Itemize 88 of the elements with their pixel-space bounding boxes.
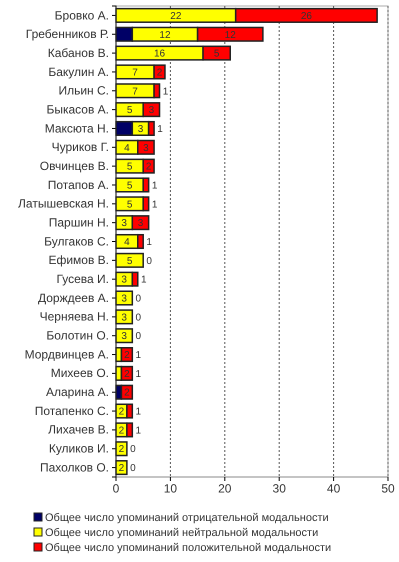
data-label: 2 (146, 162, 152, 173)
data-label: 2 (118, 406, 125, 418)
y-tick-label: Потапенко С. (34, 404, 109, 418)
y-tick-label: Черняева Н. (40, 310, 109, 324)
y-tick-label: Быкасов А. (46, 102, 109, 116)
y-tick-label: Болотин О. (46, 328, 109, 343)
data-label: 1 (162, 86, 169, 98)
y-tick-label: Ильин С. (58, 84, 109, 98)
data-label: 3 (121, 331, 128, 342)
data-label: 5 (126, 199, 133, 210)
y-tick-label: Пахолков О. (40, 460, 109, 474)
bar (115, 328, 134, 344)
data-label: 3 (138, 218, 144, 230)
legend-label: Общее число упоминаний нейтральной модальности (45, 526, 318, 539)
y-tick-label: Ефимов В. (48, 253, 109, 268)
x-tick-label: 0 (112, 482, 120, 496)
data-label: 2 (118, 425, 125, 436)
y-tick-label: Михеев О. (50, 366, 109, 380)
data-label: 1 (157, 124, 164, 135)
data-label: 5 (214, 48, 220, 60)
y-tick-label: Бакулин А. (48, 64, 109, 79)
y-tick-label: Чуриков Г. (52, 140, 109, 154)
data-label: 1 (152, 199, 158, 210)
y-tick-label: Бровко А. (54, 8, 109, 22)
data-label: 4 (124, 142, 130, 154)
y-tick-label: Мордвинцев А. (24, 347, 109, 362)
x-tick-label: 30 (272, 482, 286, 496)
data-label: 5 (126, 105, 133, 116)
y-tick-label: Кабанов В. (48, 46, 109, 60)
data-label: 0 (146, 256, 152, 267)
legend-label: Общее число упоминаний отрицательной модальности (45, 512, 329, 524)
y-tick-label: Дорждеев А. (38, 290, 109, 305)
y-tick-label: Латышевская Н. (18, 196, 109, 211)
data-label: 5 (126, 162, 133, 173)
data-label: 12 (159, 30, 171, 41)
x-tick-label: 50 (381, 482, 395, 496)
data-label: 5 (126, 180, 133, 192)
y-tick-label: Овчинцев В. (40, 158, 109, 173)
x-tick-label: 10 (164, 482, 178, 496)
data-label: 1 (136, 368, 142, 380)
bar (115, 290, 134, 306)
data-label: 3 (138, 124, 144, 135)
data-label: 2 (124, 350, 130, 362)
data-label: 0 (130, 463, 136, 474)
x-tick-label: 20 (218, 482, 232, 496)
legend-label: Общее число упоминаний положительной модальности (45, 542, 332, 554)
y-tick-label: Аларина А. (46, 385, 109, 400)
data-label: 0 (136, 331, 142, 342)
data-label: 2 (118, 463, 125, 474)
bar (115, 252, 144, 268)
data-label: 7 (132, 67, 138, 78)
data-label: 3 (143, 142, 150, 154)
data-label: 2 (124, 368, 130, 380)
y-tick-label: Булгаков С. (44, 234, 109, 248)
data-label: 1 (136, 425, 142, 436)
data-label: 0 (130, 444, 136, 456)
data-label: 4 (124, 237, 130, 248)
data-label: 12 (224, 30, 236, 41)
bar (115, 309, 134, 324)
data-label: 7 (132, 86, 138, 98)
data-label: 26 (300, 10, 312, 22)
data-label: 3 (121, 274, 128, 286)
data-label: 3 (121, 218, 128, 230)
x-tick-label: 40 (326, 482, 341, 496)
bar (115, 441, 128, 456)
y-tick-label: Лихачев В. (48, 422, 109, 437)
y-tick-label: Паршин Н. (48, 216, 109, 230)
data-label: 1 (140, 274, 147, 286)
data-label: 0 (136, 312, 142, 324)
y-tick-label: Потапов А. (48, 178, 109, 192)
data-label: 22 (170, 10, 182, 22)
data-label: 0 (136, 294, 142, 305)
data-label: 2 (124, 388, 130, 399)
y-tick-label: Гребенников Р. (26, 27, 109, 42)
data-label: 2 (118, 444, 125, 456)
y-tick-label: Гусева И. (56, 272, 109, 286)
data-label: 5 (126, 256, 133, 267)
data-label: 1 (152, 180, 158, 192)
data-label: 1 (136, 406, 142, 418)
data-label: 3 (121, 294, 128, 305)
data-label: 1 (136, 350, 142, 362)
data-label: 3 (121, 312, 128, 324)
data-label: 2 (156, 67, 163, 78)
data-label: 3 (148, 105, 155, 116)
y-tick-label: Максюта Н. (44, 121, 109, 136)
data-label: 1 (146, 237, 152, 248)
y-tick-label: Куликов И. (48, 442, 109, 456)
data-label: 16 (154, 48, 166, 60)
